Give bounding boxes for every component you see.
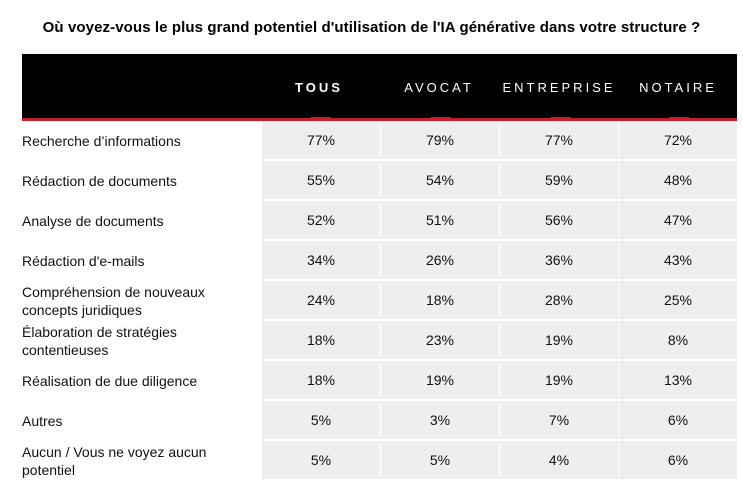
table-row: Élaboration de stratégies contentieuses 1… [22,321,737,361]
table-row: Rédaction de documents 55% 54% 59% 48% [22,161,737,201]
table-body: Recherche d’informations 77% 79% 77% 72% Réda… [22,121,737,481]
value-cell: 19% [500,361,618,399]
value-cell: 34% [262,241,380,279]
value-cell: 18% [262,361,380,399]
value-cell: 52% [262,201,380,239]
row-label: Rédaction d'e-mails [22,252,145,269]
row-label: Aucun / Vous ne voyez aucun potentiel [22,443,207,478]
row-label: Recherche d’informations [22,132,181,149]
value-cell: 77% [262,121,380,159]
value-cell: 79% [381,121,499,159]
value-cell: 24% [262,281,380,319]
value-cell: 19% [500,321,618,359]
page-title: Où voyez-vous le plus grand potentiel d'… [42,19,701,36]
value-cell: 4% [500,441,618,479]
value-cell: 55% [262,161,380,199]
table-row: Réalisation de due diligence 18% 19% 19% 13% [22,361,737,401]
column-marker [551,117,571,122]
value-cell: 51% [381,201,499,239]
table-row: Recherche d’informations 77% 79% 77% 72% [22,121,737,161]
value-cell: 6% [619,441,737,479]
value-cell: 77% [500,121,618,159]
value-cell: 8% [619,321,737,359]
value-cell: 3% [381,401,499,439]
row-label: Autres [22,412,63,429]
value-cell: 18% [262,321,380,359]
column-marker [311,117,331,122]
value-cell: 47% [619,201,737,239]
header-divider [22,118,737,121]
value-cell: 23% [381,321,499,359]
value-cell: 13% [619,361,737,399]
value-cell: 72% [619,121,737,159]
value-cell: 7% [500,401,618,439]
value-cell: 43% [619,241,737,279]
table-row: Analyse de documents 52% 51% 56% 47% [22,201,737,241]
value-cell: 19% [381,361,499,399]
column-header-notaire: NOTAIRE [639,80,717,95]
value-cell: 25% [619,281,737,319]
row-label: Analyse de documents [22,212,164,229]
value-cell: 18% [381,281,499,319]
column-marker [431,117,451,122]
table-row: Rédaction d'e-mails 34% 26% 36% 43% [22,241,737,281]
column-header-entreprise: ENTREPRISE [502,80,616,95]
value-cell: 5% [381,441,499,479]
table-row: Autres 5% 3% 7% 6% [22,401,737,441]
column-header-avocat: AVOCAT [404,80,474,95]
value-cell: 6% [619,401,737,439]
value-cell: 26% [381,241,499,279]
column-marker [669,117,689,122]
value-cell: 5% [262,401,380,439]
value-cell: 5% [262,441,380,479]
row-label: Élaboration de stratégies contentieuses [22,323,177,358]
row-label: Rédaction de documents [22,172,177,189]
row-label: Réalisation de due diligence [22,372,198,389]
column-header-tous: TOUS [295,80,343,95]
table-row: Compréhension de nouveaux concepts jurid… [22,281,737,321]
value-cell: 36% [500,241,618,279]
table-header [22,54,737,119]
table-row: Aucun / Vous ne voyez aucun potentiel 5% 5… [22,441,737,481]
row-label: Compréhension de nouveaux concepts jurid… [22,283,205,318]
value-cell: 59% [500,161,618,199]
value-cell: 54% [381,161,499,199]
value-cell: 48% [619,161,737,199]
value-cell: 28% [500,281,618,319]
value-cell: 56% [500,201,618,239]
